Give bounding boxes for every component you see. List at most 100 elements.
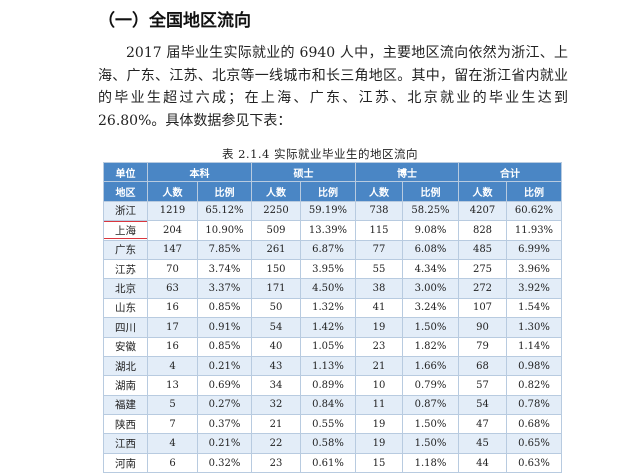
ratio-cell: 3.24%	[402, 297, 459, 319]
ratio-cell: 1.50%	[402, 433, 459, 454]
ratio-cell: 9.08%	[402, 220, 459, 241]
ratio-cell: 0.87%	[402, 394, 459, 416]
ratio-cell: 0.65%	[506, 433, 562, 454]
corner-region-header: 地区	[103, 181, 148, 202]
ratio-cell: 4.34%	[402, 258, 459, 280]
region-cell: 江苏	[103, 258, 148, 280]
ratio-cell: 1.18%	[402, 452, 459, 473]
region-cell: 北京	[103, 278, 148, 299]
count-cell: 10	[355, 375, 403, 396]
table-row: 江西 4 0.21% 22 0.58% 19 1.50% 45 0.65%	[103, 433, 562, 454]
section-heading: （一）全国地区流向	[98, 11, 251, 31]
table-row: 湖南 13 0.69% 34 0.89% 10 0.79% 57 0.82%	[103, 375, 562, 396]
table-row: 河南 6 0.32% 23 0.61% 15 1.18% 44 0.63%	[103, 452, 562, 473]
ratio-cell: 3.92%	[506, 278, 562, 299]
region-cell: 湖南	[103, 375, 148, 396]
region-cell: 陕西	[103, 414, 148, 435]
table-header-row-groups: 单位 本科 硕士 博士 合计	[103, 161, 562, 183]
table-row: 山东 16 0.85% 50 1.32% 41 3.24% 107 1.54%	[103, 297, 562, 319]
ratio-cell: 0.21%	[197, 355, 252, 377]
count-cell: 107	[458, 297, 507, 319]
ratio-cell: 1.50%	[402, 414, 459, 435]
corner-unit-header: 单位	[103, 161, 148, 183]
region-cell: 上海	[103, 220, 148, 241]
ratio-cell: 0.63%	[506, 452, 562, 473]
count-cell: 150	[251, 258, 301, 280]
count-cell: 57	[458, 375, 507, 396]
region-cell: 福建	[103, 394, 148, 416]
count-cell: 15	[355, 452, 403, 473]
ratio-cell: 0.85%	[197, 336, 252, 357]
ratio-cell: 3.00%	[402, 278, 459, 299]
region-flow-table: 单位 本科 硕士 博士 合计 地区 人数 比例 人数 比例 人数 比例 人数 比…	[103, 161, 562, 473]
ratio-cell: 3.74%	[197, 258, 252, 280]
ratio-cell: 59.19%	[300, 200, 356, 222]
ratio-cell: 11.93%	[506, 220, 562, 241]
region-cell: 山东	[103, 297, 148, 319]
region-flow-table-container: 单位 本科 硕士 博士 合计 地区 人数 比例 人数 比例 人数 比例 人数 比…	[103, 161, 562, 473]
table-row: 福建 5 0.27% 32 0.84% 11 0.87% 54 0.78%	[103, 394, 562, 416]
table-caption: 表 2.1.4 实际就业毕业生的地区流向	[221, 147, 419, 161]
count-cell: 54	[251, 317, 301, 338]
ratio-cell: 6.87%	[300, 239, 356, 260]
ratio-cell: 1.82%	[402, 336, 459, 357]
table-row: 安徽 16 0.85% 40 1.05% 23 1.82% 79 1.14%	[103, 336, 562, 357]
count-cell: 77	[355, 239, 403, 260]
count-cell: 23	[355, 336, 403, 357]
count-cell: 40	[251, 336, 301, 357]
ratio-cell: 1.42%	[300, 317, 356, 338]
count-cell: 16	[147, 336, 198, 357]
count-cell: 70	[147, 258, 198, 280]
table-row: 四川 17 0.91% 54 1.42% 19 1.50% 90 1.30%	[103, 317, 562, 338]
ratio-cell: 3.96%	[506, 258, 562, 280]
count-cell: 19	[355, 433, 403, 454]
ratio-cell: 0.78%	[506, 394, 562, 416]
region-cell: 广东	[103, 239, 148, 260]
ratio-cell: 1.32%	[300, 297, 356, 319]
table-row: 浙江 1219 65.12% 2250 59.19% 738 58.25% 4207 60.62…	[103, 200, 562, 222]
count-cell: 13	[147, 375, 198, 396]
group-header-undergrad: 本科	[147, 161, 252, 183]
ratio-cell: 6.08%	[402, 239, 459, 260]
count-cell: 79	[458, 336, 507, 357]
ratio-cell: 0.98%	[506, 355, 562, 377]
region-cell: 江西	[103, 433, 148, 454]
ratio-cell: 1.05%	[300, 336, 356, 357]
ratio-cell: 10.90%	[197, 220, 252, 241]
subheader-ratio: 比例	[300, 181, 356, 202]
ratio-cell: 1.30%	[506, 317, 562, 338]
ratio-cell: 0.61%	[300, 452, 356, 473]
ratio-cell: 0.21%	[197, 433, 252, 454]
count-cell: 50	[251, 297, 301, 319]
count-cell: 16	[147, 297, 198, 319]
ratio-cell: 0.55%	[300, 414, 356, 435]
subheader-ratio: 比例	[402, 181, 459, 202]
count-cell: 21	[251, 414, 301, 435]
ratio-cell: 4.50%	[300, 278, 356, 299]
count-cell: 485	[458, 239, 507, 260]
ratio-cell: 0.82%	[506, 375, 562, 396]
count-cell: 261	[251, 239, 301, 260]
count-cell: 19	[355, 317, 403, 338]
count-cell: 2250	[251, 200, 301, 222]
ratio-cell: 58.25%	[402, 200, 459, 222]
ratio-cell: 6.99%	[506, 239, 562, 260]
ratio-cell: 0.32%	[197, 452, 252, 473]
ratio-cell: 0.91%	[197, 317, 252, 338]
count-cell: 41	[355, 297, 403, 319]
table-header-row-sub: 地区 人数 比例 人数 比例 人数 比例 人数 比例	[103, 181, 562, 202]
ratio-cell: 0.37%	[197, 414, 252, 435]
count-cell: 17	[147, 317, 198, 338]
count-cell: 54	[458, 394, 507, 416]
count-cell: 34	[251, 375, 301, 396]
ratio-cell: 0.69%	[197, 375, 252, 396]
count-cell: 4207	[458, 200, 507, 222]
ratio-cell: 60.62%	[506, 200, 562, 222]
count-cell: 171	[251, 278, 301, 299]
count-cell: 1219	[147, 200, 198, 222]
ratio-cell: 0.79%	[402, 375, 459, 396]
subheader-count: 人数	[251, 181, 301, 202]
count-cell: 11	[355, 394, 403, 416]
ratio-cell: 3.95%	[300, 258, 356, 280]
count-cell: 44	[458, 452, 507, 473]
